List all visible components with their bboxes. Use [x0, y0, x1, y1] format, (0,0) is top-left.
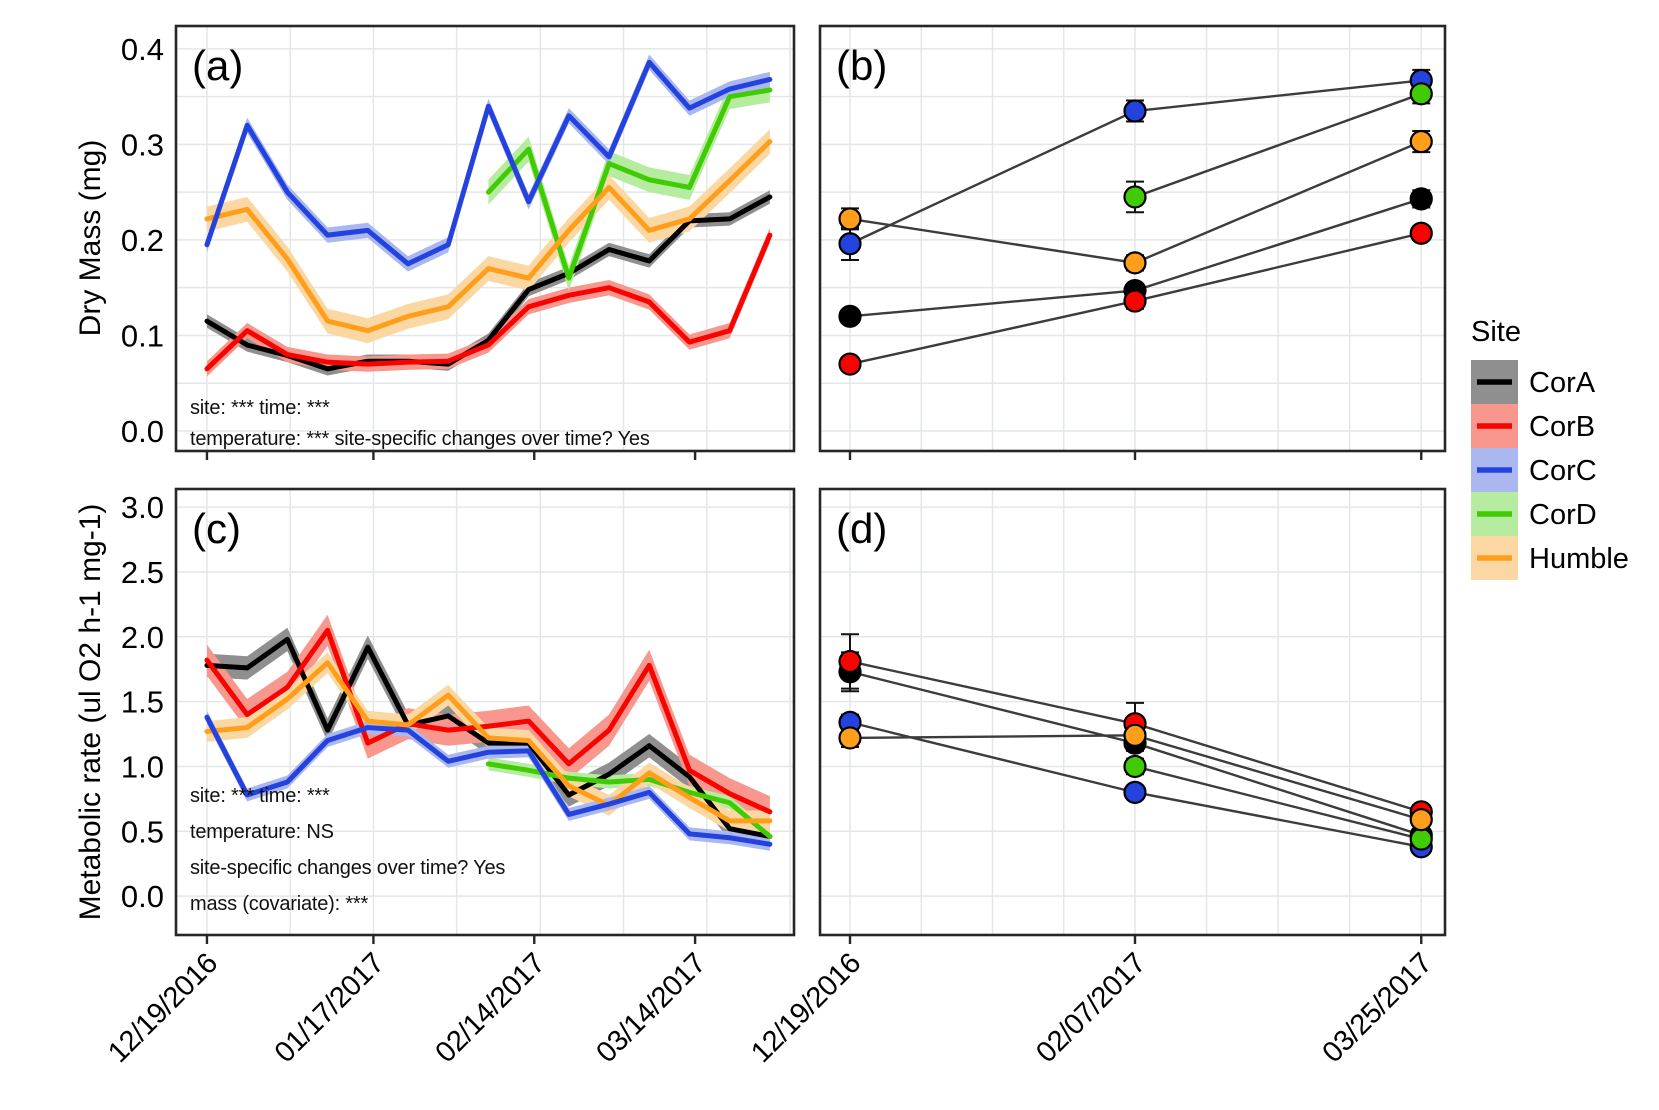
- point-CorD: [1123, 185, 1147, 209]
- connector-CorD: [1134, 92, 1422, 199]
- line-CorD: [485, 87, 773, 281]
- panel-border: [174, 487, 796, 937]
- point-Humble: [838, 207, 862, 231]
- y-tick-label: 0.0: [121, 414, 164, 449]
- y-tick-label: 0.4: [121, 32, 164, 67]
- legend-label-CorB: CorB: [1529, 411, 1595, 443]
- panel-border: [818, 487, 1447, 937]
- line-CorC: [204, 714, 773, 847]
- panel-c: 12/19/2016 01/17/2017 02/14/2017 03/14/2017…: [102, 487, 796, 1069]
- panel-a: 0.0 0.1 0.2 0.3 0.4: [121, 24, 796, 460]
- legend-title: Site: [1471, 316, 1521, 348]
- point-CorB: [1123, 289, 1147, 313]
- point-CorA: [838, 304, 862, 328]
- point-Humble: [1123, 251, 1147, 275]
- line-CorB: [204, 627, 773, 815]
- y-tick-label: 0.2: [121, 223, 164, 258]
- panel-background: [820, 26, 1445, 451]
- x-tick-label: 12/19/2016: [745, 947, 867, 1069]
- point-Humble: [1123, 723, 1147, 747]
- panel-c-letter: (c): [192, 505, 241, 552]
- x-tick-label: 01/17/2017: [269, 947, 391, 1069]
- y-tick-label: 2.5: [121, 555, 164, 590]
- point-CorD: [1409, 827, 1433, 851]
- x-tick-label: 03/25/2017: [1316, 947, 1438, 1069]
- point-CorB: [838, 649, 862, 674]
- panel-c-annotation-line1: site: *** time: ***: [190, 785, 330, 807]
- connector-CorD: [1134, 765, 1422, 841]
- y-tick-label: 0.0: [121, 879, 164, 914]
- panel-a-letter: (a): [192, 42, 243, 89]
- point-CorD: [1123, 754, 1147, 779]
- point-Humble: [1409, 129, 1433, 154]
- legend-label-CorC: CorC: [1529, 455, 1597, 487]
- point-CorC: [1123, 780, 1147, 804]
- point-CorA: [1409, 187, 1433, 211]
- x-tick-label: 12/19/2016: [102, 947, 224, 1069]
- line-CorB: [204, 232, 773, 372]
- legend: CorA CorB CorC CorD Humble: [1471, 360, 1629, 580]
- y-tick-label: 0.3: [121, 127, 164, 162]
- legend-label-CorA: CorA: [1529, 367, 1596, 399]
- legend-label-CorD: CorD: [1529, 499, 1597, 531]
- panel-a-annotation-line2: temperature: *** site-specific changes o…: [190, 428, 650, 450]
- panel-c-annotation-line4: mass (covariate): ***: [190, 893, 368, 915]
- y-axis-title-dry-mass: Dry Mass (mg): [74, 140, 107, 337]
- x-tick-label: 02/07/2017: [1030, 947, 1152, 1069]
- legend-label-Humble: Humble: [1529, 543, 1629, 575]
- point-Humble: [1409, 808, 1433, 832]
- panel-b: [818, 24, 1447, 460]
- y-tick-label: 1.5: [121, 685, 164, 720]
- line-CorA: [204, 194, 773, 372]
- ribbon-CorB: [206, 614, 770, 828]
- panel-b-letter: (b): [836, 42, 887, 89]
- x-tick-label: 03/14/2017: [590, 947, 712, 1069]
- y-tick-label: 1.0: [121, 749, 164, 784]
- panel-d-letter: (d): [836, 505, 887, 552]
- line-Humble: [204, 660, 773, 824]
- y-tick-label: 0.5: [121, 814, 164, 849]
- y-axis-title-metabolic-rate: Metabolic rate (ul O2 h-1 mg-1): [74, 504, 107, 921]
- panel-a-annotation-line1: site: *** time: ***: [190, 397, 330, 419]
- point-CorB: [1409, 221, 1433, 245]
- point-CorB: [838, 352, 862, 376]
- y-tick-label: 0.1: [121, 318, 164, 353]
- panel-c-annotation-line3: site-specific changes over time? Yes: [190, 857, 505, 879]
- point-CorD: [1409, 82, 1433, 106]
- panel-border: [818, 24, 1447, 453]
- panel-c-annotation-line2: temperature: NS: [190, 821, 334, 843]
- point-Humble: [838, 726, 862, 750]
- y-tick-label: 3.0: [121, 490, 164, 525]
- panel-d: 12/19/2016 02/07/2017 03/25/2017: [745, 487, 1447, 1069]
- panel-border: [174, 24, 796, 453]
- ribbon-Humble: [206, 129, 770, 344]
- point-CorC: [1123, 99, 1147, 123]
- point-CorC: [838, 232, 862, 256]
- panel-background: [820, 489, 1445, 935]
- line-Humble: [204, 139, 773, 334]
- y-tick-label: 2.0: [121, 620, 164, 655]
- line-CorC: [204, 59, 773, 267]
- x-tick-label: 02/14/2017: [429, 947, 551, 1069]
- line-CorD: [485, 761, 773, 839]
